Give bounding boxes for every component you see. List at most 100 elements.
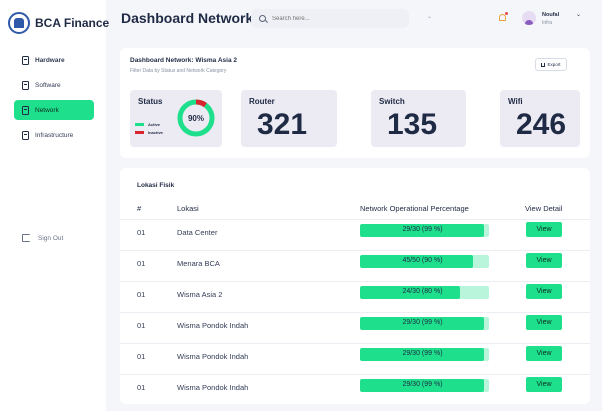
avatar[interactable] xyxy=(522,11,536,25)
donut-percent-label: 90% xyxy=(188,114,204,123)
row-location: Data Center xyxy=(177,228,218,237)
wifi-value: 246 xyxy=(516,108,567,141)
operational-progress-bar: 24/30 (80 %) xyxy=(360,286,489,299)
status-label: Status xyxy=(138,97,163,106)
switch-value: 135 xyxy=(387,108,438,141)
summary-title: Dashboard Network: Wisma Asia 2 xyxy=(130,57,237,64)
wifi-label: Wifi xyxy=(508,97,523,106)
sign-out-button[interactable]: Sign Out xyxy=(22,234,63,242)
export-label: Export xyxy=(547,62,561,67)
progress-text: 29/30 (99 %) xyxy=(402,226,443,233)
progress-fill xyxy=(360,379,484,392)
column-header-location: Lokasi xyxy=(177,204,199,213)
legend-active-swatch xyxy=(135,123,144,126)
row-divider xyxy=(120,281,590,282)
legend-inactive: Inactive xyxy=(135,130,163,135)
row-num: 01 xyxy=(137,383,146,392)
sidebar-item-label: Network xyxy=(35,106,59,114)
summary-panel: Dashboard Network: Wisma Asia 2 Filter D… xyxy=(120,48,590,158)
sign-out-icon xyxy=(22,234,30,242)
sidebar-item-label: Infrastructure xyxy=(35,131,74,139)
progress-text: 29/30 (99 %) xyxy=(402,381,443,388)
progress-fill xyxy=(360,317,484,330)
progress-text: 29/30 (99 %) xyxy=(402,319,443,326)
progress-text: 29/30 (99 %) xyxy=(402,350,443,357)
progress-fill xyxy=(360,348,484,361)
document-icon xyxy=(22,55,29,65)
column-header-percentage: Network Operational Percentage xyxy=(360,204,469,213)
wifi-card: Wifi 246 xyxy=(500,90,580,147)
legend-inactive-label: Inactive xyxy=(148,130,163,135)
progress-text: 24/30 (80 %) xyxy=(402,288,443,295)
chevron-down-icon[interactable]: ⌄ xyxy=(427,14,433,20)
status-card: Status Active Inactive 90% xyxy=(130,90,222,147)
progress-fill xyxy=(360,255,473,268)
user-menu-chevron-icon[interactable]: ⌄ xyxy=(576,12,582,18)
notification-dot xyxy=(505,12,508,15)
table-row: 01 Wisma Pondok Indah 29/30 (99 %) View xyxy=(120,374,590,405)
operational-progress-bar: 45/50 (90 %) xyxy=(360,255,489,268)
bca-logo-icon xyxy=(8,12,30,34)
brand[interactable]: BCA Finance xyxy=(8,12,109,34)
row-num: 01 xyxy=(137,352,146,361)
legend-inactive-swatch xyxy=(135,131,144,134)
export-button[interactable]: Export xyxy=(535,58,567,71)
progress-text: 45/50 (90 %) xyxy=(402,257,443,264)
document-icon xyxy=(22,105,29,115)
document-icon xyxy=(22,80,29,90)
view-detail-button[interactable]: View xyxy=(526,377,562,392)
page-title: Dashboard Network xyxy=(121,10,254,26)
progress-fill xyxy=(360,224,484,237)
row-location: Wisma Pondok Indah xyxy=(177,321,249,330)
column-header-detail: View Detail xyxy=(525,204,563,213)
brand-name: BCA Finance xyxy=(35,16,110,30)
donut-inactive-arc xyxy=(177,99,215,137)
export-icon xyxy=(541,62,546,67)
sidebar-item-infrastructure[interactable]: Infrastructure xyxy=(14,125,94,145)
table-row: 01 Wisma Pondok Indah 29/30 (99 %) View xyxy=(120,312,590,343)
summary-subtitle: Filter Data by Status and Network Catego… xyxy=(130,68,227,74)
bell-body xyxy=(499,14,506,21)
sidebar-item-label: Hardware xyxy=(35,56,65,64)
sign-out-label: Sign Out xyxy=(38,234,64,242)
row-divider xyxy=(120,219,590,220)
legend-active-label: Active xyxy=(148,122,161,127)
row-num: 01 xyxy=(137,228,146,237)
row-num: 01 xyxy=(137,290,146,299)
sidebar-item-network[interactable]: Network xyxy=(14,100,94,120)
search-input[interactable] xyxy=(272,15,402,22)
row-num: 01 xyxy=(137,259,146,268)
sidebar-item-hardware[interactable]: Hardware xyxy=(14,50,94,70)
status-donut-chart: 90% xyxy=(177,99,215,137)
sidebar-nav: Hardware Software Network Infrastructure xyxy=(14,50,94,150)
search-icon xyxy=(259,15,266,22)
operational-progress-bar: 29/30 (99 %) xyxy=(360,348,489,361)
row-divider xyxy=(120,343,590,344)
table-row: 01 Wisma Pondok Indah 29/30 (99 %) View xyxy=(120,343,590,374)
view-detail-button[interactable]: View xyxy=(526,222,562,237)
sidebar-item-label: Software xyxy=(35,81,61,89)
router-value: 321 xyxy=(257,108,308,141)
progress-fill xyxy=(360,286,460,299)
view-detail-button[interactable]: View xyxy=(526,253,562,268)
view-detail-button[interactable]: View xyxy=(526,284,562,299)
sidebar-item-software[interactable]: Software xyxy=(14,75,94,95)
notification-bell-icon[interactable] xyxy=(498,12,508,23)
row-location: Wisma Asia 2 xyxy=(177,290,223,299)
table-row: 01 Menara BCA 45/50 (90 %) View xyxy=(120,250,590,281)
user-name: Noufal xyxy=(542,12,560,18)
table-row: 01 Data Center 29/30 (99 %) View xyxy=(120,219,590,250)
view-detail-button[interactable]: View xyxy=(526,315,562,330)
document-icon xyxy=(22,130,29,140)
user-role: Infra xyxy=(542,20,553,26)
row-location: Wisma Pondok Indah xyxy=(177,352,249,361)
legend-active: Active xyxy=(135,122,160,127)
location-table-panel: Lokasi Fisik # Lokasi Network Operationa… xyxy=(120,168,590,404)
row-num: 01 xyxy=(137,321,146,330)
search-bar[interactable] xyxy=(251,9,409,28)
switch-label: Switch xyxy=(379,97,405,106)
switch-card: Switch 135 xyxy=(371,90,466,147)
view-detail-button[interactable]: View xyxy=(526,346,562,361)
column-header-num: # xyxy=(137,204,142,213)
row-location: Wisma Pondok Indah xyxy=(177,383,249,392)
